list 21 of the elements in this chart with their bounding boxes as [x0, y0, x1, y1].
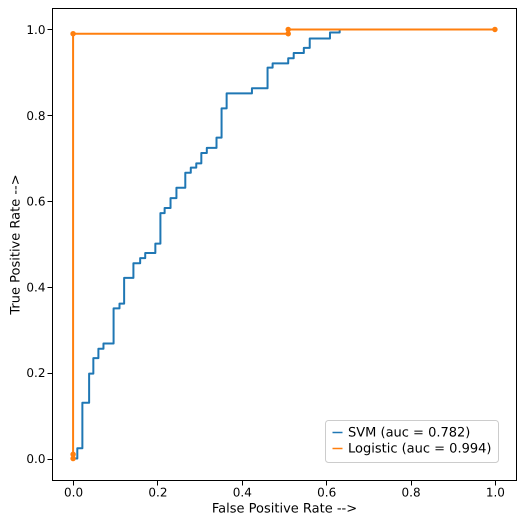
- y-tick-label: 0.4: [26, 280, 46, 294]
- x-axis-title: False Positive Rate -->: [212, 502, 358, 516]
- point: [70, 452, 76, 457]
- x-tick-label: 0.0: [64, 486, 84, 500]
- y-tick-label: 1.0: [26, 22, 46, 37]
- x-tick-label: 0.4: [232, 486, 252, 500]
- point: [70, 31, 76, 36]
- legend-label: SVM (auc = 0.782): [348, 426, 470, 440]
- legend-label: Logistic (auc = 0.994): [348, 442, 492, 456]
- y-axis-title: True Positive Rate -->: [8, 174, 24, 316]
- point: [492, 26, 498, 32]
- x-tick-label: 0.2: [148, 486, 168, 500]
- y-tick-label: 0.8: [26, 108, 46, 123]
- x-tick-label: 0.8: [402, 486, 421, 500]
- y-tick-label: 0.0: [26, 452, 46, 466]
- point: [285, 31, 291, 36]
- y-tick-label: 0.6: [26, 194, 46, 209]
- point: [285, 26, 291, 32]
- x-tick-label: 0.6: [317, 486, 336, 500]
- x-tick-label: 1.0: [486, 486, 505, 500]
- y-tick-label: 0.2: [26, 366, 46, 380]
